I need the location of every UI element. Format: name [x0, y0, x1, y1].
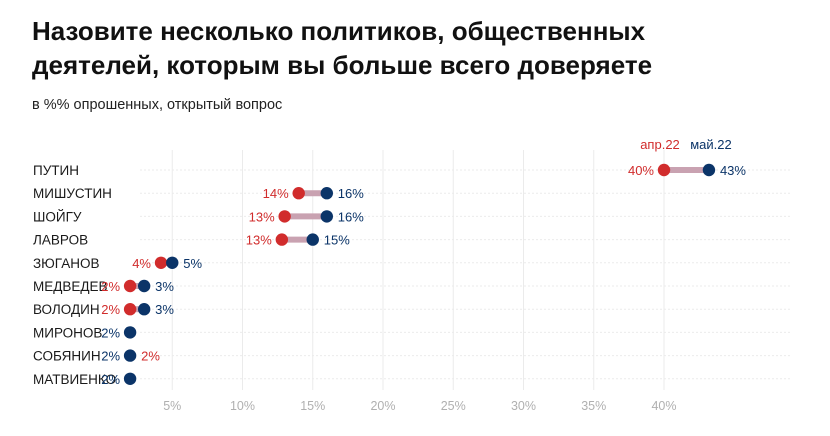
dot-apr [154, 256, 168, 269]
x-tick-label: 35% [581, 399, 606, 413]
data-label-apr: 2% [101, 279, 120, 294]
x-tick-label: 5% [163, 399, 181, 413]
chart-title: Назовите несколько политиков, общественн… [32, 14, 792, 82]
dot-may [123, 326, 137, 339]
dot-apr [278, 210, 291, 223]
dot-apr [275, 233, 289, 246]
dot-apr [123, 279, 137, 293]
data-label-apr: 2% [101, 302, 120, 317]
category-label: СОБЯНИН [33, 349, 101, 364]
dot-may [137, 303, 151, 316]
data-label-may: 2% [101, 325, 120, 340]
data-label-may: 16% [338, 186, 364, 201]
data-label-may: 2% [101, 349, 120, 364]
dot-apr [292, 187, 305, 200]
dot-apr [123, 303, 137, 316]
data-label-apr: 14% [263, 186, 289, 201]
category-label: ПУТИН [33, 163, 79, 178]
data-label-apr: 2% [141, 349, 160, 364]
x-tick-label: 20% [370, 399, 395, 413]
category-label: ШОЙГУ [33, 209, 82, 224]
dot-may [137, 279, 151, 293]
data-label-apr: 4% [132, 256, 151, 271]
legend-may: май.22 [690, 137, 732, 152]
x-tick-label: 25% [441, 399, 466, 413]
category-label: ВОЛОДИН [33, 302, 100, 317]
category-label: ЛАВРОВ [33, 233, 88, 248]
chart-title-line-2: деятелей, которым вы больше всего доверя… [32, 50, 653, 80]
category-label: МИРОНОВ [33, 325, 102, 340]
data-label-apr: 13% [249, 209, 275, 224]
data-label-may: 3% [155, 279, 174, 294]
x-tick-label: 40% [651, 399, 676, 413]
dot-may [320, 210, 333, 223]
category-label: МАТВИЕНКО [33, 372, 116, 387]
dot-may [306, 233, 319, 246]
data-label-may: 43% [720, 163, 746, 178]
dot-may [123, 349, 137, 362]
data-label-may: 15% [324, 233, 350, 248]
dot-may [702, 163, 716, 177]
chart-title-line-1: Назовите несколько политиков, общественн… [32, 16, 646, 46]
data-label-apr: 40% [628, 163, 654, 178]
data-label-may: 5% [183, 256, 202, 271]
data-label-may: 2% [101, 372, 120, 387]
x-tick-label: 15% [300, 399, 325, 413]
data-label-may: 3% [155, 302, 174, 317]
data-label-may: 16% [338, 209, 364, 224]
category-label: МЕДВЕДЕВ [33, 279, 108, 294]
category-label: ЗЮГАНОВ [33, 256, 99, 271]
x-tick-label: 30% [511, 399, 536, 413]
dot-apr [657, 163, 671, 177]
dot-may [320, 187, 333, 200]
category-label: МИШУСТИН [33, 186, 112, 201]
chart-subtitle: в %% опрошенных, открытый вопрос [32, 97, 283, 113]
data-label-apr: 13% [246, 233, 272, 248]
legend-apr: апр.22 [640, 137, 680, 152]
dot-may [123, 372, 137, 385]
dot-may [166, 256, 179, 269]
x-tick-label: 10% [230, 399, 255, 413]
